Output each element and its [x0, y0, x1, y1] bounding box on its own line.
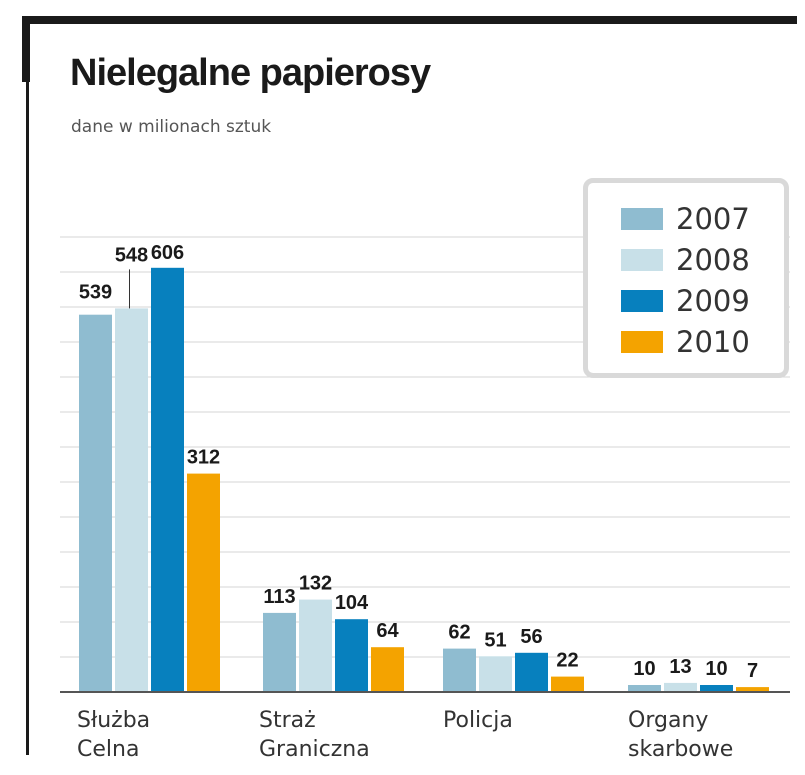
data-label-2009-1: 104: [335, 592, 369, 614]
category-label-organy-skarbowe: Organy skarbowe: [628, 708, 734, 762]
data-label-2007-1: 113: [263, 586, 295, 608]
bar-2007-0: [79, 314, 112, 692]
data-label-2007-3: 10: [633, 658, 655, 680]
bar-2010-1: [371, 647, 404, 692]
legend: 2007 2008 2009 2010: [583, 178, 789, 378]
frame-left-border: [22, 16, 30, 82]
legend-swatch-2010: [621, 331, 663, 353]
legend-label-2008: 2008: [676, 243, 750, 277]
bar-2010-0: [187, 473, 220, 692]
legend-swatch-2008: [621, 249, 663, 271]
data-label-2010-0: 312: [187, 447, 220, 469]
legend-item-2009: 2009: [621, 281, 750, 321]
data-label-2007-0: 539: [79, 282, 112, 304]
data-label-2010-2: 22: [556, 650, 578, 672]
data-label-2008-3: 13: [669, 656, 691, 678]
data-label-2010-1: 64: [376, 620, 399, 642]
bar-2008-3: [664, 682, 697, 692]
data-label-2010-3: 7: [747, 660, 758, 682]
bar-2008-2: [479, 656, 512, 692]
data-label-2009-3: 10: [705, 658, 727, 680]
bar-2009-2: [515, 652, 548, 692]
data-label-2009-2: 56: [520, 626, 542, 648]
frame-left-line: [26, 80, 29, 755]
bar-2008-0: [115, 308, 148, 692]
legend-label-2007: 2007: [676, 202, 750, 236]
legend-label-2010: 2010: [676, 325, 750, 359]
category-label-sluzba-celna: Służba Celna: [77, 708, 151, 762]
bar-2008-1: [299, 599, 332, 692]
bar-2009-1: [335, 619, 368, 692]
chart-subtitle: dane w milionach sztuk: [71, 117, 272, 137]
bar-2009-0: [151, 267, 184, 692]
legend-item-2008: 2008: [621, 240, 750, 280]
bar-2010-3: [736, 687, 769, 692]
data-label-2007-2: 62: [448, 622, 470, 644]
data-label-2008-1: 132: [299, 573, 332, 595]
chart-title: Nielegalne papierosy: [70, 52, 431, 94]
data-label-2009-0: 606: [151, 242, 184, 264]
bar-2009-3: [700, 685, 733, 692]
data-label-2008-0: 548: [115, 244, 148, 266]
category-label-straz-graniczna: Straż Graniczna: [259, 708, 370, 762]
bar-2007-2: [443, 648, 476, 692]
bar-2007-1: [263, 612, 296, 692]
legend-label-2009: 2009: [676, 284, 750, 318]
legend-swatch-2009: [621, 290, 663, 312]
bar-2007-3: [628, 685, 661, 692]
legend-item-2010: 2010: [621, 322, 750, 362]
legend-item-2007: 2007: [621, 199, 750, 239]
bar-2010-2: [551, 676, 584, 692]
frame-top-border: [22, 16, 797, 24]
category-label-policja: Policja: [443, 708, 513, 733]
data-label-2008-2: 51: [484, 629, 506, 651]
legend-swatch-2007: [621, 208, 663, 230]
